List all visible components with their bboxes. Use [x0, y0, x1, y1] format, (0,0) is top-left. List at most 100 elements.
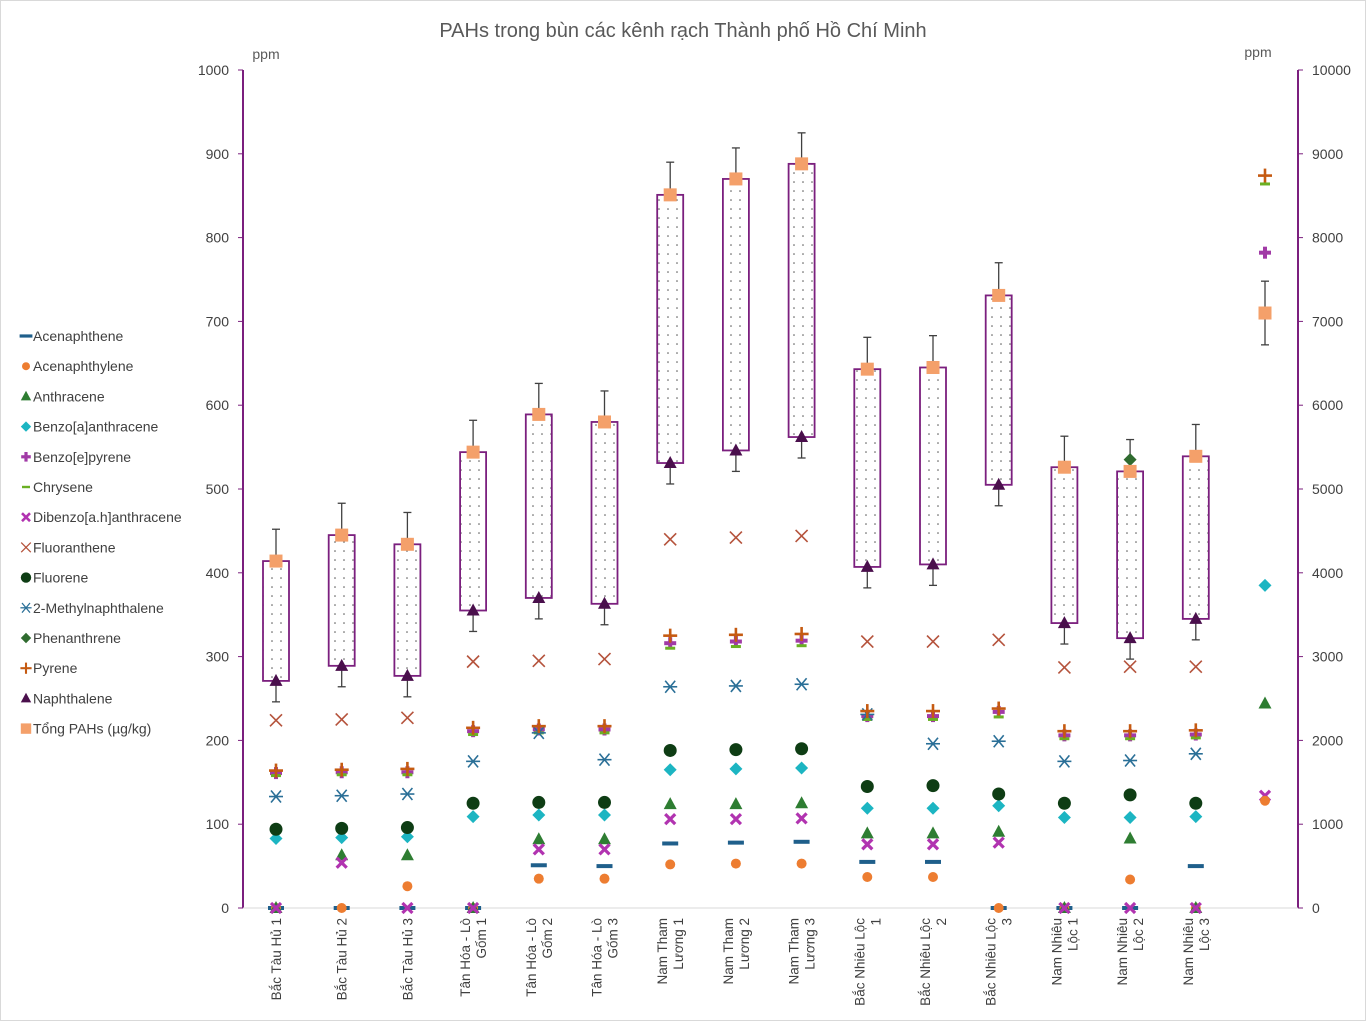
secondary-axis-points: [1258, 168, 1272, 806]
data-point: [860, 704, 875, 719]
data-point: [1123, 453, 1137, 467]
legend-marker: [20, 421, 32, 432]
data-point: [663, 743, 677, 757]
data-point: [1057, 796, 1071, 810]
legend-item: Acenaphthylene: [22, 358, 134, 374]
category-label: Nam ThamLương 1: [655, 918, 686, 985]
data-point: [1123, 753, 1138, 768]
range-box: [590, 421, 619, 605]
data-point: [664, 813, 677, 826]
category-label: Nam ThamLương 3: [787, 918, 818, 985]
secondary-data-point: [1258, 696, 1272, 709]
category-label: Bắc Tàu Hủ 1: [269, 918, 284, 1000]
range-box: [327, 534, 356, 667]
data-point: [663, 763, 677, 777]
data-point: [926, 360, 940, 374]
data-point: [597, 753, 612, 767]
legend-label: Benzo[e]pyrene: [33, 449, 131, 465]
data-point: [466, 720, 481, 735]
data-point: [928, 717, 938, 721]
range-box: [787, 162, 816, 438]
legend-label: Acenaphthylene: [33, 358, 134, 374]
data-point: [663, 188, 677, 202]
data-point: [335, 821, 349, 835]
legend-item: Tổng PAHs (µg/kg): [20, 721, 151, 737]
left-axis-unit: ppm: [252, 46, 279, 62]
range-boxes: [262, 132, 1210, 703]
data-point: [795, 742, 809, 756]
legend-item: Phenanthrene: [20, 630, 121, 646]
data-point: [400, 787, 415, 801]
data-point: [598, 596, 611, 609]
data-point: [466, 603, 480, 616]
category-label: Tân Hóa - LòGốm 2: [524, 918, 555, 997]
data-point: [1058, 901, 1071, 915]
data-point: [1189, 660, 1203, 674]
data-point: [1123, 810, 1137, 824]
axis-ticks: 0100200300400500600700800900100001000200…: [198, 62, 1351, 916]
data-point: [991, 734, 1006, 748]
data-point: [860, 779, 874, 793]
legend-label: Benzo[a]anthracene: [33, 419, 159, 435]
data-point: [466, 754, 481, 768]
data-point: [793, 839, 810, 844]
data-point: [729, 443, 743, 456]
data-point: [795, 761, 809, 775]
data-point: [269, 554, 283, 568]
range-box: [722, 178, 750, 452]
data-point: [1057, 460, 1071, 474]
legend-label: Dibenzo[a.h]anthracene: [33, 509, 182, 525]
right-tick-label: 7000: [1312, 313, 1343, 329]
data-point: [727, 840, 744, 845]
data-point: [728, 627, 743, 642]
data-point: [335, 856, 348, 869]
left-tick-label: 600: [206, 397, 230, 413]
data-point: [530, 863, 547, 868]
data-point: [400, 761, 415, 776]
right-axis-unit: ppm: [1244, 44, 1271, 60]
data-point: [597, 719, 612, 734]
data-point: [1057, 724, 1072, 739]
data-point: [466, 810, 480, 824]
data-point: [1123, 464, 1137, 478]
secondary-data-point: [1258, 578, 1272, 592]
data-point: [1125, 874, 1136, 885]
data-point: [598, 832, 611, 845]
data-point: [729, 743, 743, 757]
legend-label: Pyrene: [33, 660, 78, 676]
legend-label: Naphthalene: [33, 690, 113, 706]
data-point: [599, 873, 610, 884]
data-point: [598, 808, 611, 822]
data-point: [1057, 754, 1072, 768]
data-point: [992, 288, 1006, 302]
data-point: [269, 673, 283, 686]
data-point: [663, 680, 678, 694]
data-point: [729, 813, 743, 826]
data-point: [1187, 864, 1204, 869]
data-point: [400, 848, 414, 861]
left-tick-label: 1000: [198, 62, 229, 78]
data-point: [862, 871, 873, 882]
data-point: [1189, 810, 1203, 824]
category-label: Bắc Nhiêu Lộc2: [918, 918, 949, 1006]
secondary-data-point: [1260, 795, 1270, 806]
data-points: [268, 157, 1204, 915]
secondary-data-point: [1260, 182, 1270, 186]
left-tick-label: 900: [206, 146, 230, 162]
right-tick-label: 4000: [1312, 565, 1343, 581]
legend-item: Naphthalene: [20, 690, 113, 706]
data-point: [1057, 616, 1071, 629]
data-point: [728, 679, 743, 693]
data-point: [335, 831, 349, 845]
data-point: [860, 826, 874, 839]
data-point: [598, 795, 611, 809]
legend-item: 2-Methylnaphthalene: [20, 600, 164, 616]
left-tick-label: 100: [206, 816, 230, 832]
data-point: [597, 652, 612, 666]
legend-label: Fluorene: [33, 570, 88, 586]
data-point: [335, 528, 349, 542]
data-point: [992, 799, 1006, 813]
legend-marker: [20, 390, 32, 401]
data-point: [269, 790, 283, 804]
legend-item: Anthracene: [20, 388, 105, 404]
